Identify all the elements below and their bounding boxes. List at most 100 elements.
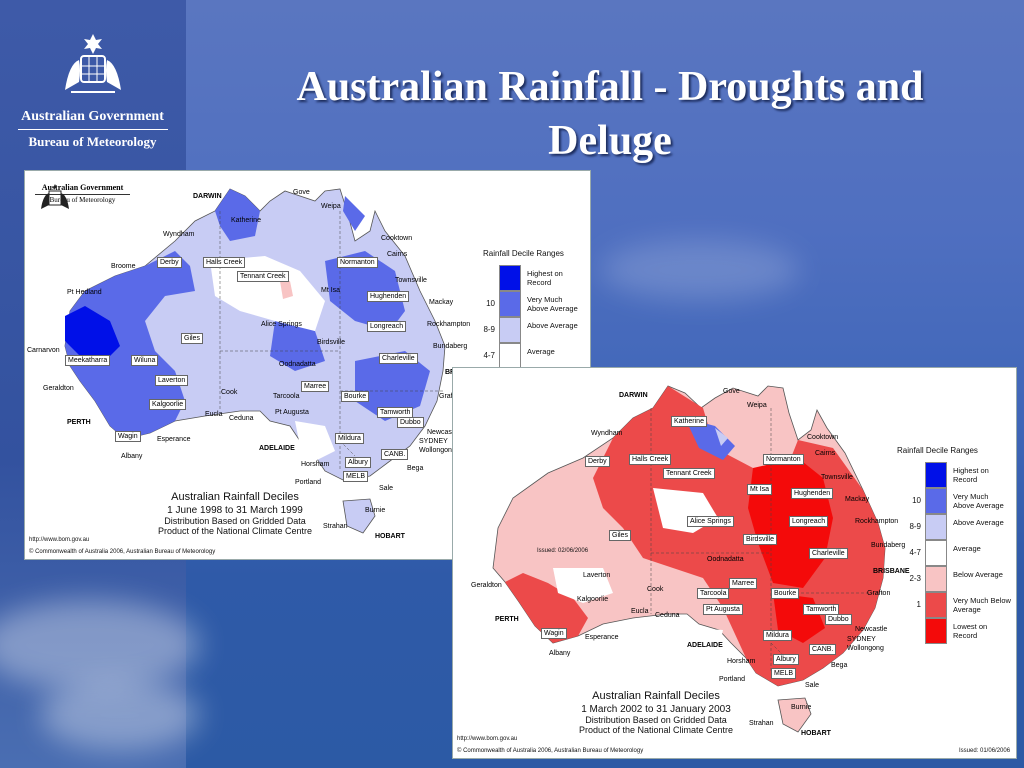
place-label: Tamworth [803,604,840,615]
place-label: Albany [121,453,143,460]
place-label: Tamworth [377,407,414,418]
place-label: Birdsville [317,339,346,346]
government-logo: Australian Government Bureau of Meteorol… [10,30,175,150]
place-label: CANB. [809,644,837,655]
place-label: HOBART [375,533,405,540]
cloud-decoration [40,680,200,750]
caption-line: Product of the National Climate Centre [157,526,313,536]
place-label: Kalgoorlie [577,596,609,603]
caption-line: Distribution Based on Gridded Data [164,516,306,526]
place-label: HOBART [801,730,831,737]
copyright: © Commonwealth of Australia 2006, Austra… [457,748,644,754]
region-very-much-above [65,251,195,439]
place-label: Alice Springs [687,516,734,527]
caption-title: Australian Rainfall Deciles [171,491,299,503]
place-label: Tennant Creek [663,468,715,479]
place-label: Bundaberg [871,542,906,549]
place-label: DARWIN [193,193,222,200]
place-label: Burnie [791,704,812,711]
place-label: Giles [609,530,631,541]
place-label: Sale [379,485,394,492]
place-label: Cook [647,586,664,593]
place-label: Pt Augusta [703,604,743,615]
place-label: Cairns [387,251,408,258]
caption-period: 1 March 2002 to 31 January 2003 [581,704,731,715]
issued-date: Issued: 02/06/2006 [537,548,589,554]
place-label: Wollongong [419,447,456,454]
place-label: Longreach [367,321,407,332]
place-label: Rockhampton [427,321,471,328]
legend-title: Rainfall Decile Ranges [483,249,564,258]
place-label: Bourke [341,391,370,402]
copyright: © Commonwealth of Australia 2006, Austra… [29,549,216,555]
place-label: Burnie [365,507,386,514]
place-label: Townsville [395,277,427,284]
place-label: ADELAIDE [259,445,295,452]
place-label: Bega [831,662,848,669]
place-label: Mt Isa [747,484,773,495]
place-label: Hughenden [791,488,834,499]
place-label: DARWIN [619,392,648,399]
place-label: Cooktown [381,235,413,242]
place-label: Birdsville [743,534,778,545]
place-label: Charleville [809,548,848,559]
region-very-much-below [505,573,588,643]
place-label: Sale [805,682,820,689]
place-label: Geraldton [471,582,502,589]
map-logo: Australian Government Bureau of Meteorol… [35,183,130,209]
place-label: Laverton [583,572,611,579]
place-label: Gove [293,189,310,196]
place-label: Wollongong [847,645,884,652]
place-label: Normanton [763,454,804,465]
place-label: Katherine [231,217,261,224]
place-label: Mildura [335,433,364,444]
region-very-much-above [685,418,735,460]
place-label: Tarcoola [273,393,300,400]
region-below-average [280,281,293,299]
legend-title: Rainfall Decile Ranges [897,446,978,455]
place-label: Charleville [379,353,418,364]
place-label: PERTH [495,616,519,623]
caption-line: Distribution Based on Gridded Data [585,715,727,725]
place-label: Newcastle [427,429,460,436]
source-url: http://www.bom.gov.au [457,736,518,742]
region-very-much-above [325,251,405,331]
place-label: Cooktown [807,434,839,441]
place-label: Oodnadatta [279,361,316,368]
place-label: Mackay [845,496,870,503]
map-caption: Australian Rainfall Deciles 1 March 2002… [551,690,761,735]
place-label: Wagin [541,628,567,639]
place-label: Wiluna [131,355,159,366]
place-label: Pt Augusta [275,409,309,416]
place-label: PERTH [67,419,91,426]
logo-government-text: Australian Government [21,109,164,124]
place-label: Halls Creek [203,257,246,268]
place-label: Esperance [585,634,619,641]
place-label: Tennant Creek [237,271,289,282]
map-logo-government: Australian Government [41,183,124,192]
place-label: Carnarvon [27,347,60,354]
place-label: Marree [729,578,758,589]
source-url: http://www.bom.gov.au [29,537,90,543]
place-label: CANB. [381,449,409,460]
place-label: Dubbo [825,614,852,625]
place-label: Eucla [631,608,649,615]
logo-divider [17,129,168,130]
rainfall-map-2002-2003: DARWIN Gove Weipa Katherine Wyndham Cook… [452,367,1017,759]
region-average [693,628,723,648]
place-label: Newcastle [855,626,888,633]
cloud-decoration [600,240,800,300]
place-label: Albany [549,650,571,657]
place-label: Derby [585,456,610,467]
logo-bureau-text: Bureau of Meteorology [28,134,157,149]
place-label: Halls Creek [629,454,672,465]
place-label: Geraldton [43,385,74,392]
region-very-much-above [355,351,430,421]
place-label: MELB [343,471,369,482]
place-label: Ceduna [229,415,254,422]
place-label: Weipa [321,203,341,210]
place-label: Alice Springs [261,321,302,328]
place-label: Bundaberg [433,343,468,350]
place-label: Weipa [747,402,767,409]
place-label: Strahan [323,523,348,530]
